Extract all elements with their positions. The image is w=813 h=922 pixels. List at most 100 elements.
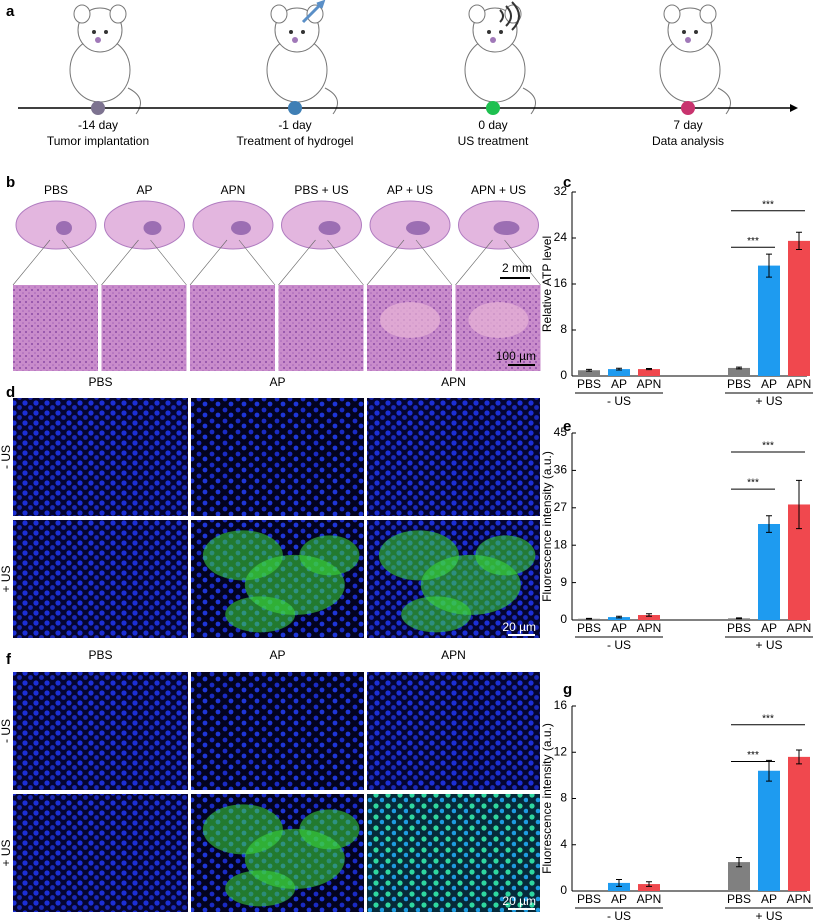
group-label: + US <box>755 394 782 408</box>
zoom-line <box>101 239 139 286</box>
histology-image <box>190 285 275 371</box>
significance-label: *** <box>762 441 774 452</box>
timeline-arrow <box>790 104 798 112</box>
bar <box>638 884 660 891</box>
lesion <box>318 221 341 235</box>
timeline-dot <box>288 101 302 115</box>
y-tick-label: 0 <box>560 368 567 382</box>
lesion <box>56 221 72 235</box>
x-tick-label: APN <box>787 377 812 391</box>
error-bar <box>796 479 802 530</box>
zoom-line <box>278 239 316 286</box>
x-tick-label: AP <box>761 892 777 906</box>
error-bar <box>736 366 742 370</box>
bar <box>638 369 660 376</box>
timeline-dot <box>486 101 500 115</box>
bar <box>758 770 780 891</box>
group-label: - US <box>607 394 631 408</box>
green-signal <box>299 535 360 576</box>
fluorescence-image <box>13 794 188 912</box>
green-signal <box>475 535 536 576</box>
syringe-icon <box>301 0 326 24</box>
y-tick-label: 4 <box>560 837 567 851</box>
row-label: - US <box>0 445 13 469</box>
panel-label: b <box>6 174 15 191</box>
x-tick-label: APN <box>637 377 662 391</box>
y-axis-label: Fluorescence intensity (a.u.) <box>540 723 554 874</box>
error-bar <box>616 615 622 619</box>
significance-label: *** <box>747 478 759 489</box>
panel-label: g <box>563 681 572 698</box>
x-tick-label: PBS <box>727 892 751 906</box>
y-tick-label: 45 <box>554 425 568 439</box>
green-signal <box>225 596 296 633</box>
x-tick-label: AP <box>761 377 777 391</box>
zoom-line <box>12 239 51 286</box>
group-label: + US <box>755 909 782 922</box>
error-bar <box>616 367 622 371</box>
y-axis-label: Relative ATP level <box>540 236 554 332</box>
significance-label: *** <box>762 713 774 724</box>
error-bar <box>646 881 652 887</box>
bar <box>578 370 600 376</box>
zoom-line <box>327 239 364 286</box>
y-tick-label: 24 <box>554 230 568 244</box>
column-header: APN <box>441 375 466 389</box>
bar <box>728 367 750 376</box>
y-tick-label: 18 <box>554 537 568 551</box>
bar <box>608 882 630 891</box>
error-bar <box>736 617 742 620</box>
timeline-event: US treatment <box>458 134 529 148</box>
x-tick-label: APN <box>787 621 812 635</box>
histology-image <box>278 285 364 371</box>
error-bar <box>616 878 622 887</box>
timeline-dot <box>681 101 695 115</box>
y-tick-label: 16 <box>554 276 568 290</box>
histology-region <box>468 302 529 338</box>
y-axis-label: Fluorescence intensity (a.u.) <box>540 451 554 602</box>
error-bar <box>736 856 742 868</box>
bar <box>608 617 630 620</box>
zoom-line <box>189 239 228 286</box>
y-tick-label: 0 <box>560 883 567 897</box>
fluorescence-image <box>13 398 188 516</box>
x-tick-label: AP <box>761 621 777 635</box>
error-bar <box>586 617 592 620</box>
zoom-line <box>504 239 541 286</box>
zoom-line <box>238 239 276 286</box>
timeline-dot <box>91 101 105 115</box>
histology-image <box>101 285 187 371</box>
y-tick-label: 36 <box>554 463 568 477</box>
green-signal <box>401 596 472 633</box>
significance-label: *** <box>747 236 759 247</box>
row-label: + US <box>0 565 13 592</box>
error-bar <box>796 749 802 765</box>
y-tick-label: 8 <box>560 791 567 805</box>
bar <box>758 524 780 620</box>
x-tick-label: AP <box>611 377 627 391</box>
timeline-event: Data analysis <box>652 134 724 148</box>
bar <box>758 265 780 376</box>
column-header: PBS <box>88 375 112 389</box>
lesion <box>493 221 520 235</box>
error-bar <box>766 515 772 533</box>
group-header: AP <box>136 183 152 197</box>
group-label: - US <box>607 909 631 922</box>
x-tick-label: PBS <box>577 621 601 635</box>
zoom-line <box>150 239 187 286</box>
error-bar <box>766 253 772 278</box>
scale-label: 20 µm <box>502 620 536 634</box>
timeline-day: -14 day <box>78 118 118 132</box>
bar <box>788 240 810 376</box>
group-header: PBS + US <box>294 183 348 197</box>
x-tick-label: PBS <box>727 621 751 635</box>
row-label: + US <box>0 839 13 866</box>
error-bar <box>646 368 652 371</box>
bar <box>728 862 750 891</box>
mouse-illustration <box>266 4 338 115</box>
bar <box>638 615 660 620</box>
green-signal <box>225 870 296 907</box>
timeline-event: Tumor implantation <box>47 134 149 148</box>
error-bar <box>796 231 802 250</box>
